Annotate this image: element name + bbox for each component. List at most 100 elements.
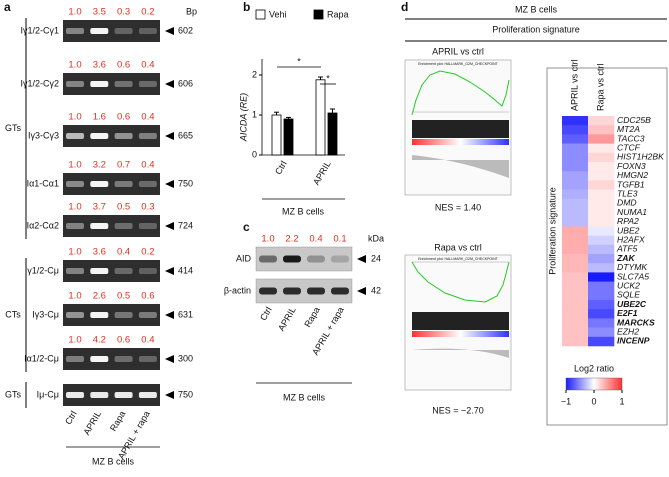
band xyxy=(114,392,133,398)
legend-swatch xyxy=(313,9,324,20)
band xyxy=(259,255,277,263)
bp-label: 414 xyxy=(178,265,193,275)
gsea-title: Rapa vs ctrl xyxy=(434,242,482,252)
colorbar-label: Log2 ratio xyxy=(574,363,614,373)
ratio-label: 1.0 xyxy=(68,112,81,123)
band xyxy=(138,81,157,87)
gene-label: E2F1 xyxy=(617,308,638,318)
gene-label: MT2A xyxy=(617,124,640,134)
heatmap-cell xyxy=(562,125,589,135)
heatmap-cell xyxy=(588,208,615,218)
bp-label: 631 xyxy=(178,309,193,319)
band xyxy=(66,223,84,229)
band xyxy=(114,356,133,362)
heatmap-cell xyxy=(588,116,615,126)
y-tick-label: 1 xyxy=(252,109,257,119)
heatmap-cell xyxy=(588,263,615,273)
ratio-label: 2.6 xyxy=(93,291,106,302)
heatmap-cell xyxy=(588,217,615,227)
heatmap-cell xyxy=(588,171,615,181)
gene-label: TGFB1 xyxy=(617,179,645,189)
heatmap-cell xyxy=(562,226,589,236)
heatmap-frame xyxy=(546,67,668,426)
ratio-label: 3.6 xyxy=(93,60,106,71)
band xyxy=(259,287,277,295)
ratio-label: 0.3 xyxy=(117,7,130,18)
gene-label: HMGN2 xyxy=(617,170,648,180)
colorbar-tick-label: −1 xyxy=(561,396,571,406)
band xyxy=(283,255,301,263)
row-label: Iγ1/2-Cμ xyxy=(25,265,59,275)
row-label: Iγ1/2-Cγ2 xyxy=(20,78,59,88)
ratio-label: 0.6 xyxy=(141,291,154,302)
band xyxy=(138,133,157,139)
heatmap-cell xyxy=(562,198,589,209)
band xyxy=(66,392,84,398)
row-label: Iγ1/2-Cγ1 xyxy=(20,25,59,35)
heatmap-cell xyxy=(588,198,615,209)
row-label: Iα2-Cα2 xyxy=(27,220,59,230)
ratio-label: 1.0 xyxy=(68,60,81,71)
group-label: GTs xyxy=(5,123,22,133)
heatmap-cell xyxy=(562,300,589,310)
gene-label: EZH2 xyxy=(617,326,639,336)
ratio-label: 3.2 xyxy=(93,160,106,171)
gene-label: INCENP xyxy=(617,336,650,346)
band xyxy=(66,28,84,34)
lane-label: Ctrl xyxy=(63,409,79,426)
band xyxy=(66,268,84,274)
y-tick-label: 0 xyxy=(252,149,257,159)
band xyxy=(66,81,84,87)
band xyxy=(138,392,157,398)
footer: MZ B cells xyxy=(283,392,326,402)
gene-label: CDC25B xyxy=(617,115,651,125)
panel-label: c xyxy=(243,220,250,234)
gene-label: UCK2 xyxy=(617,280,640,290)
heatmap-cell xyxy=(588,189,615,200)
band xyxy=(138,356,157,362)
ratio-label: 0.5 xyxy=(117,202,130,213)
heatmap-cell xyxy=(562,116,589,126)
bar xyxy=(315,79,326,156)
lane-label: Rapa xyxy=(302,305,321,329)
arrow xyxy=(165,80,174,88)
heatmap-cell xyxy=(588,272,615,282)
heatmap-cell xyxy=(562,327,589,338)
ratio-label: 0.4 xyxy=(141,60,154,71)
gel xyxy=(63,260,160,282)
heatmap-cell xyxy=(562,254,589,264)
ratio-label: 1.0 xyxy=(261,234,274,245)
bar xyxy=(327,112,338,156)
ratio-label: 0.6 xyxy=(117,112,130,123)
band xyxy=(66,356,84,362)
row-label: Iμ-Cμ xyxy=(37,389,59,399)
heatmap-cell xyxy=(562,171,589,181)
heatmap-cell xyxy=(562,309,589,319)
heatmap-cell xyxy=(588,336,615,347)
significance: * xyxy=(326,73,330,83)
heatmap-cell xyxy=(562,263,589,273)
bar xyxy=(271,114,282,156)
ratio-label: 1.0 xyxy=(68,202,81,213)
heatmap-cell xyxy=(562,235,589,246)
band xyxy=(114,223,133,229)
column-label: APRIL vs ctrl xyxy=(569,59,579,111)
gene-label: SLC7A5 xyxy=(617,271,649,281)
ratio-label: 1.0 xyxy=(68,291,81,302)
gene-label: H2AFX xyxy=(617,234,645,244)
band xyxy=(114,81,133,87)
group-label: CTs xyxy=(5,309,21,319)
ratio-label: 0.3 xyxy=(141,202,154,213)
heatmap-cell xyxy=(562,272,589,282)
ratio-label: 1.0 xyxy=(68,247,81,258)
ratio-label: 0.1 xyxy=(333,234,346,245)
heatmap-cell xyxy=(562,217,589,227)
band xyxy=(90,133,109,139)
lane-label: APRIL xyxy=(276,305,298,333)
arrow xyxy=(165,267,174,275)
heatmap-cell xyxy=(588,244,615,255)
bp-label: 724 xyxy=(178,220,193,230)
ratio-label: 0.4 xyxy=(117,247,130,258)
arrow xyxy=(165,180,174,188)
